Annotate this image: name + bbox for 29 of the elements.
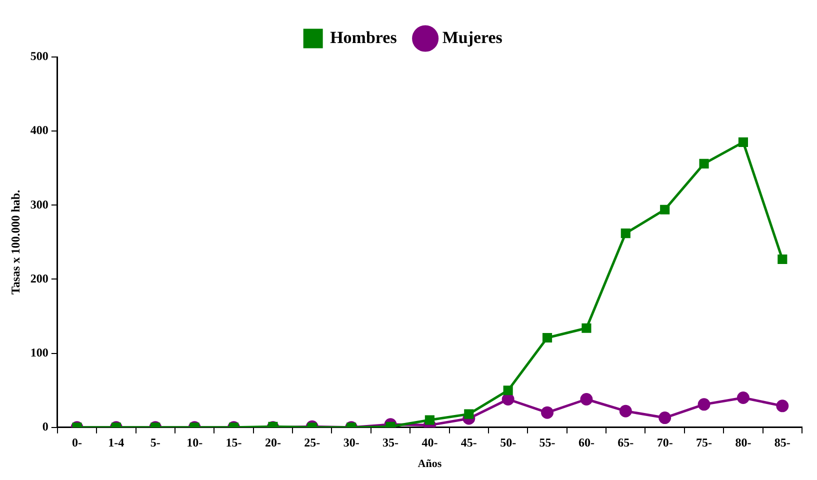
x-tick-label: 40- [422, 436, 438, 450]
x-tick-label: 55- [539, 436, 556, 450]
x-tick-label: 15- [226, 436, 242, 450]
y-tick-label: 0 [42, 419, 48, 434]
x-tick-label: 60- [578, 436, 594, 450]
y-tick-label: 300 [30, 197, 48, 212]
x-tick-label: 10- [186, 436, 203, 450]
y-tick-label: 100 [30, 345, 48, 360]
x-tick-label: 25- [304, 436, 320, 450]
y-tick-label: 400 [30, 123, 48, 138]
y-tick-label: 500 [30, 49, 48, 64]
x-tick-label: 65- [618, 436, 634, 450]
legend-label: Hombres [330, 28, 398, 47]
x-tick-label: 20- [264, 436, 281, 450]
x-tick-label: 80- [735, 436, 752, 450]
y-axis-title: Tasas x 100.000 hab. [8, 190, 22, 294]
x-tick-label: 35- [382, 436, 399, 450]
x-tick-label: 45- [460, 436, 477, 450]
x-tick-label: 30- [343, 436, 360, 450]
x-tick-label: 50- [500, 436, 516, 450]
x-tick-label: 75- [696, 436, 712, 450]
x-tick-label: 0- [72, 436, 82, 450]
x-tick-label: 1-4 [108, 436, 124, 450]
legend-label: Mujeres [442, 28, 503, 47]
y-tick-label: 200 [30, 271, 48, 286]
x-tick-label: 85- [774, 436, 790, 450]
x-tick-label: 70- [656, 436, 673, 450]
x-tick-label: 5- [150, 436, 160, 450]
x-axis-title: Años [418, 458, 442, 470]
